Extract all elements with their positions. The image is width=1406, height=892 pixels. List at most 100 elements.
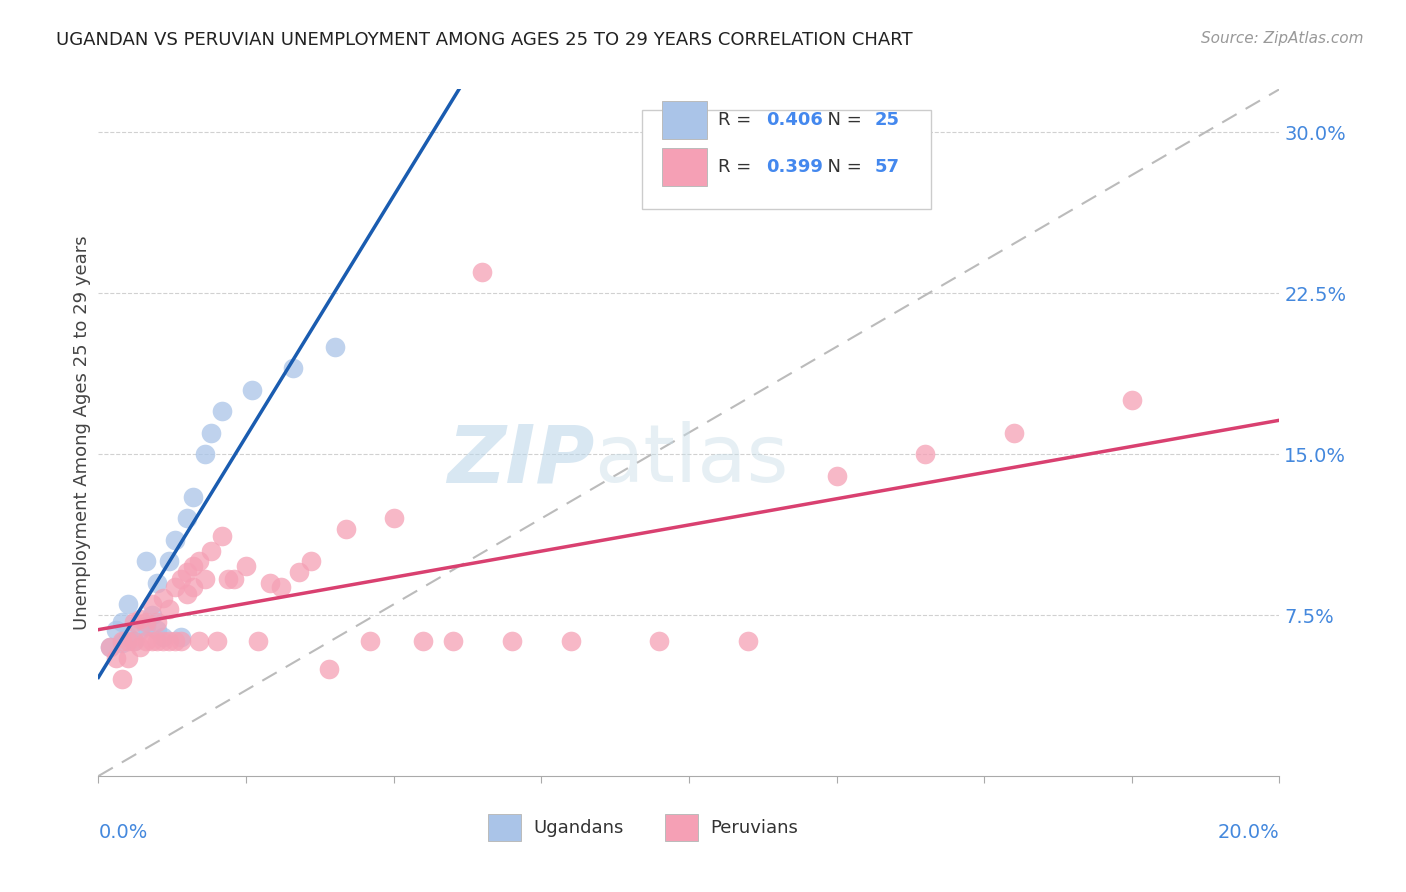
Point [412,633,434,648]
Point [737,633,759,648]
Point [825,468,848,483]
Text: 57: 57 [875,158,900,176]
FancyBboxPatch shape [665,814,699,841]
Text: R =: R = [718,112,758,129]
Point [98,640,121,655]
Point [914,447,936,461]
Point [181,558,204,573]
Point [318,662,340,676]
Point [152,630,174,644]
Point [1002,425,1025,440]
Point [648,633,671,648]
Point [122,615,145,629]
Point [299,554,322,568]
Point [194,447,217,461]
Text: N =: N = [817,158,868,176]
Point [146,623,169,637]
Point [200,543,222,558]
Point [157,633,180,648]
Point [283,361,305,376]
Point [1121,393,1143,408]
Point [111,615,134,629]
Point [335,522,357,536]
Point [211,528,233,542]
Text: 0.0%: 0.0% [98,823,148,842]
Point [359,633,381,648]
Point [111,636,134,650]
Point [165,533,187,547]
Text: ZIP: ZIP [447,421,595,500]
Point [240,383,263,397]
Point [176,586,198,600]
Point [217,572,239,586]
Point [288,565,311,579]
Point [135,615,157,629]
Text: UGANDAN VS PERUVIAN UNEMPLOYMENT AMONG AGES 25 TO 29 YEARS CORRELATION CHART: UGANDAN VS PERUVIAN UNEMPLOYMENT AMONG A… [56,31,912,49]
Point [128,640,150,655]
Text: 20.0%: 20.0% [1218,823,1279,842]
Point [170,572,193,586]
Point [176,511,198,525]
Point [135,619,157,633]
Point [170,633,193,648]
Y-axis label: Unemployment Among Ages 25 to 29 years: Unemployment Among Ages 25 to 29 years [73,235,91,630]
Point [501,633,523,648]
Point [117,633,139,648]
Point [111,633,134,648]
Point [205,633,228,648]
Point [187,633,209,648]
Point [235,558,257,573]
Point [146,575,169,590]
Point [187,554,209,568]
Text: Peruvians: Peruvians [710,819,799,837]
Point [105,651,128,665]
Point [152,591,174,605]
Point [146,633,169,648]
Text: R =: R = [718,158,758,176]
Point [152,633,174,648]
Point [200,425,222,440]
Point [122,633,145,648]
Point [157,601,180,615]
Point [165,633,187,648]
Point [323,340,346,354]
Text: Ugandans: Ugandans [533,819,623,837]
Point [117,651,139,665]
FancyBboxPatch shape [488,814,522,841]
Text: N =: N = [817,112,868,129]
Point [270,580,292,594]
Point [146,615,169,629]
Point [117,630,139,644]
Point [181,580,204,594]
Point [471,265,494,279]
Point [141,608,163,623]
Point [181,490,204,504]
FancyBboxPatch shape [662,148,707,186]
Point [176,565,198,579]
Text: 0.406: 0.406 [766,112,823,129]
Point [117,598,139,612]
Point [194,572,217,586]
Point [560,633,582,648]
Point [211,404,233,418]
Point [98,640,121,655]
Text: 0.399: 0.399 [766,158,823,176]
Point [441,633,464,648]
Point [259,575,281,590]
Point [111,673,134,687]
FancyBboxPatch shape [662,102,707,139]
Point [128,612,150,626]
Text: 25: 25 [875,112,900,129]
Point [105,623,128,637]
Point [157,554,180,568]
Text: atlas: atlas [595,421,789,500]
Point [128,623,150,637]
Point [135,633,157,648]
Text: Source: ZipAtlas.com: Source: ZipAtlas.com [1201,31,1364,46]
Point [165,580,187,594]
Point [135,554,157,568]
Point [170,630,193,644]
Point [224,572,246,586]
Point [246,633,269,648]
FancyBboxPatch shape [641,110,931,210]
